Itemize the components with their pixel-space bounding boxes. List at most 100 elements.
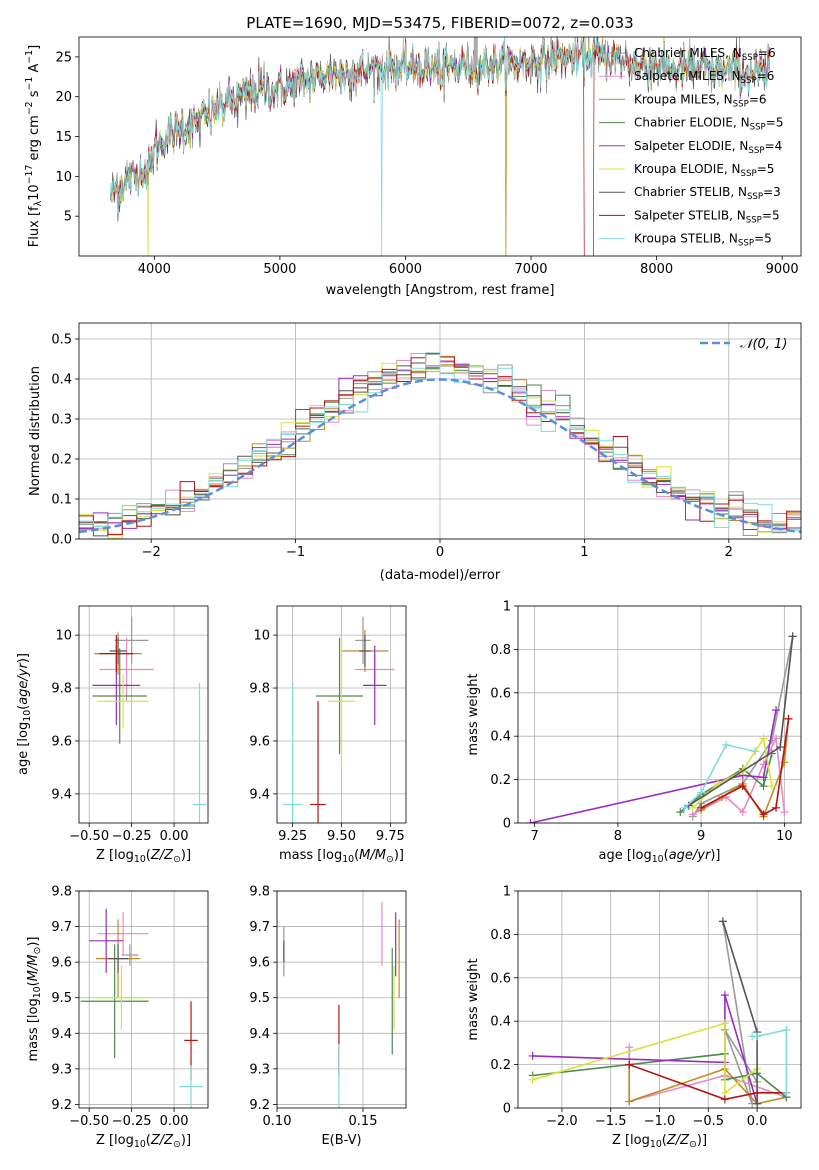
- y-tick-label: 9.4: [249, 787, 270, 802]
- weight-line: [530, 710, 777, 823]
- weight-line: [532, 1022, 758, 1095]
- y-tick-label: 0.6: [490, 971, 511, 986]
- weight-marker: [753, 1099, 762, 1108]
- y-tick-label: 0.3: [51, 413, 72, 428]
- axes-frame: [78, 36, 802, 257]
- legend-label: Chabrier MILES, NSSP=6: [634, 46, 776, 63]
- y-tick-label: 9.3: [249, 1062, 270, 1077]
- weight-marker: [676, 808, 685, 817]
- y-tick-label: 15: [55, 130, 72, 145]
- weight-marker: [782, 1025, 791, 1034]
- y-tick-label: 0.1: [51, 493, 72, 508]
- weight-marker: [528, 1075, 537, 1084]
- plot-area: [282, 616, 395, 823]
- x-tick-label: −0.50: [69, 829, 109, 844]
- y-tick-label: 9.8: [51, 682, 72, 697]
- weight-marker: [759, 734, 768, 743]
- x-tick-label: 1: [580, 545, 588, 560]
- x-tick-label: 9.75: [376, 829, 405, 844]
- plot-area: [110, 37, 770, 256]
- x-tick-label: 4000: [138, 262, 171, 277]
- y-tick-label: 9.4: [51, 1027, 72, 1042]
- weight-marker: [722, 740, 731, 749]
- x-tick-label: 5000: [263, 262, 296, 277]
- x-axis-label: Z [log10(Z/Z⊙)]: [96, 848, 191, 865]
- plot-area: [283, 901, 400, 1108]
- age-vs-metallicity-panel: −0.50 −0.25 0.00 9.4 9.6 9.8 10 Z [log10(Z/Z⊙)]…: [16, 605, 209, 865]
- y-tick-label: 0.8: [490, 928, 511, 943]
- y-tick-label: 9.2: [51, 1098, 72, 1113]
- weight-marker: [780, 808, 789, 817]
- y-axis-label: age [log10(age/yr)]: [16, 653, 33, 775]
- x-axis-label: Z [log10(Z/Z⊙)]: [96, 1133, 191, 1150]
- x-tick-label: 0: [436, 545, 444, 560]
- x-tick-label: 0.15: [349, 1114, 378, 1129]
- mass-vs-metallicity-panel: −0.50 −0.25 0.00 9.2 9.3 9.4 9.5 9.6 9.7 9.8 Z [lo…: [26, 885, 209, 1150]
- legend-label: Kroupa ELODIE, NSSP=5: [634, 162, 774, 179]
- legend-label: 𝒩(0, 1): [740, 337, 787, 352]
- plot-area: [80, 908, 203, 1108]
- weight-marker: [625, 1043, 634, 1052]
- weight-marker: [738, 808, 747, 817]
- x-axis-label: Z [log10(Z/Z⊙)]: [612, 1133, 707, 1150]
- x-tick-label: 0.0: [747, 1114, 768, 1129]
- mass-vs-ebv-panel: 0.10 0.15 9.2 9.3 9.4 9.5 9.6 9.7 9.8 E(B-V): [249, 885, 407, 1148]
- y-tick-label: 10: [55, 170, 72, 185]
- y-axis-label: mass weight: [466, 958, 481, 1040]
- weight-marker: [767, 782, 776, 791]
- y-tick-label: 25: [55, 50, 72, 65]
- y-tick-label: 9.4: [51, 787, 72, 802]
- weight-line: [679, 753, 773, 813]
- y-tick-label: 0: [503, 1102, 511, 1117]
- y-tick-label: 9.8: [249, 885, 270, 900]
- y-tick-label: 0: [503, 817, 511, 832]
- plot-area: [526, 632, 797, 823]
- x-tick-label: −0.50: [69, 1114, 109, 1129]
- weight-marker: [720, 1019, 729, 1028]
- weight-marker: [772, 734, 781, 743]
- y-tick-label: 1: [503, 600, 511, 615]
- y-tick-label: 5: [64, 210, 72, 225]
- x-tick-label: 10: [776, 829, 793, 844]
- weight-marker: [759, 810, 768, 819]
- legend-label: Salpeter STELIB, NSSP=5: [634, 208, 780, 225]
- y-tick-label: 9.8: [51, 885, 72, 900]
- weight-marker: [688, 803, 697, 812]
- x-tick-label: 7000: [514, 262, 547, 277]
- weight-marker: [720, 991, 729, 1000]
- normal-curve: [79, 378, 801, 534]
- legend-label: Chabrier ELODIE, NSSP=5: [634, 116, 783, 133]
- weight-marker: [697, 788, 706, 797]
- histogram-step: [79, 352, 801, 534]
- x-axis-label: mass [log10(M/M⊙)]: [279, 848, 404, 865]
- axes-frame: [517, 605, 802, 824]
- y-tick-label: 20: [55, 90, 72, 105]
- x-tick-label: 6000: [389, 262, 422, 277]
- y-axis-label: mass [log10(M/M⊙)]: [26, 937, 43, 1062]
- y-tick-label: 9.7: [51, 920, 72, 935]
- weight-line: [722, 921, 758, 1104]
- y-tick-label: 9.5: [249, 991, 270, 1006]
- weight-vs-age-panel: 7 8 9 10 0 0.2 0.4 0.6 0.8 1 age [log10(age/yr)] ma…: [466, 600, 802, 865]
- x-tick-label: 2: [725, 545, 733, 560]
- x-tick-label: −0.25: [112, 1114, 152, 1129]
- axes-frame: [78, 890, 209, 1109]
- plot-area: [528, 917, 791, 1108]
- y-tick-label: 10: [55, 629, 72, 644]
- figure-title: PLATE=1690, MJD=53475, FIBERID=0072, z=0…: [246, 14, 633, 32]
- y-tick-label: 9.4: [249, 1027, 270, 1042]
- y-tick-label: 9.6: [249, 734, 270, 749]
- y-tick-label: 0.2: [490, 773, 511, 788]
- x-tick-label: 8: [614, 829, 622, 844]
- x-tick-label: 0.00: [160, 1114, 189, 1129]
- y-tick-label: 9.7: [249, 920, 270, 935]
- legend-label: Chabrier STELIB, NSSP=3: [634, 185, 781, 202]
- weight-vs-metallicity-panel: −2.0 −1.5 −1.0 −0.5 0.0 0 0.2 0.4 0.6 0.8 1 Z [log1…: [466, 885, 802, 1150]
- weight-marker: [776, 743, 785, 752]
- x-tick-label: 7: [531, 829, 539, 844]
- plot-area: [92, 616, 207, 823]
- weight-line: [683, 743, 756, 809]
- y-tick-label: 10: [253, 629, 270, 644]
- weight-marker: [759, 773, 768, 782]
- x-tick-label: 0.00: [160, 829, 189, 844]
